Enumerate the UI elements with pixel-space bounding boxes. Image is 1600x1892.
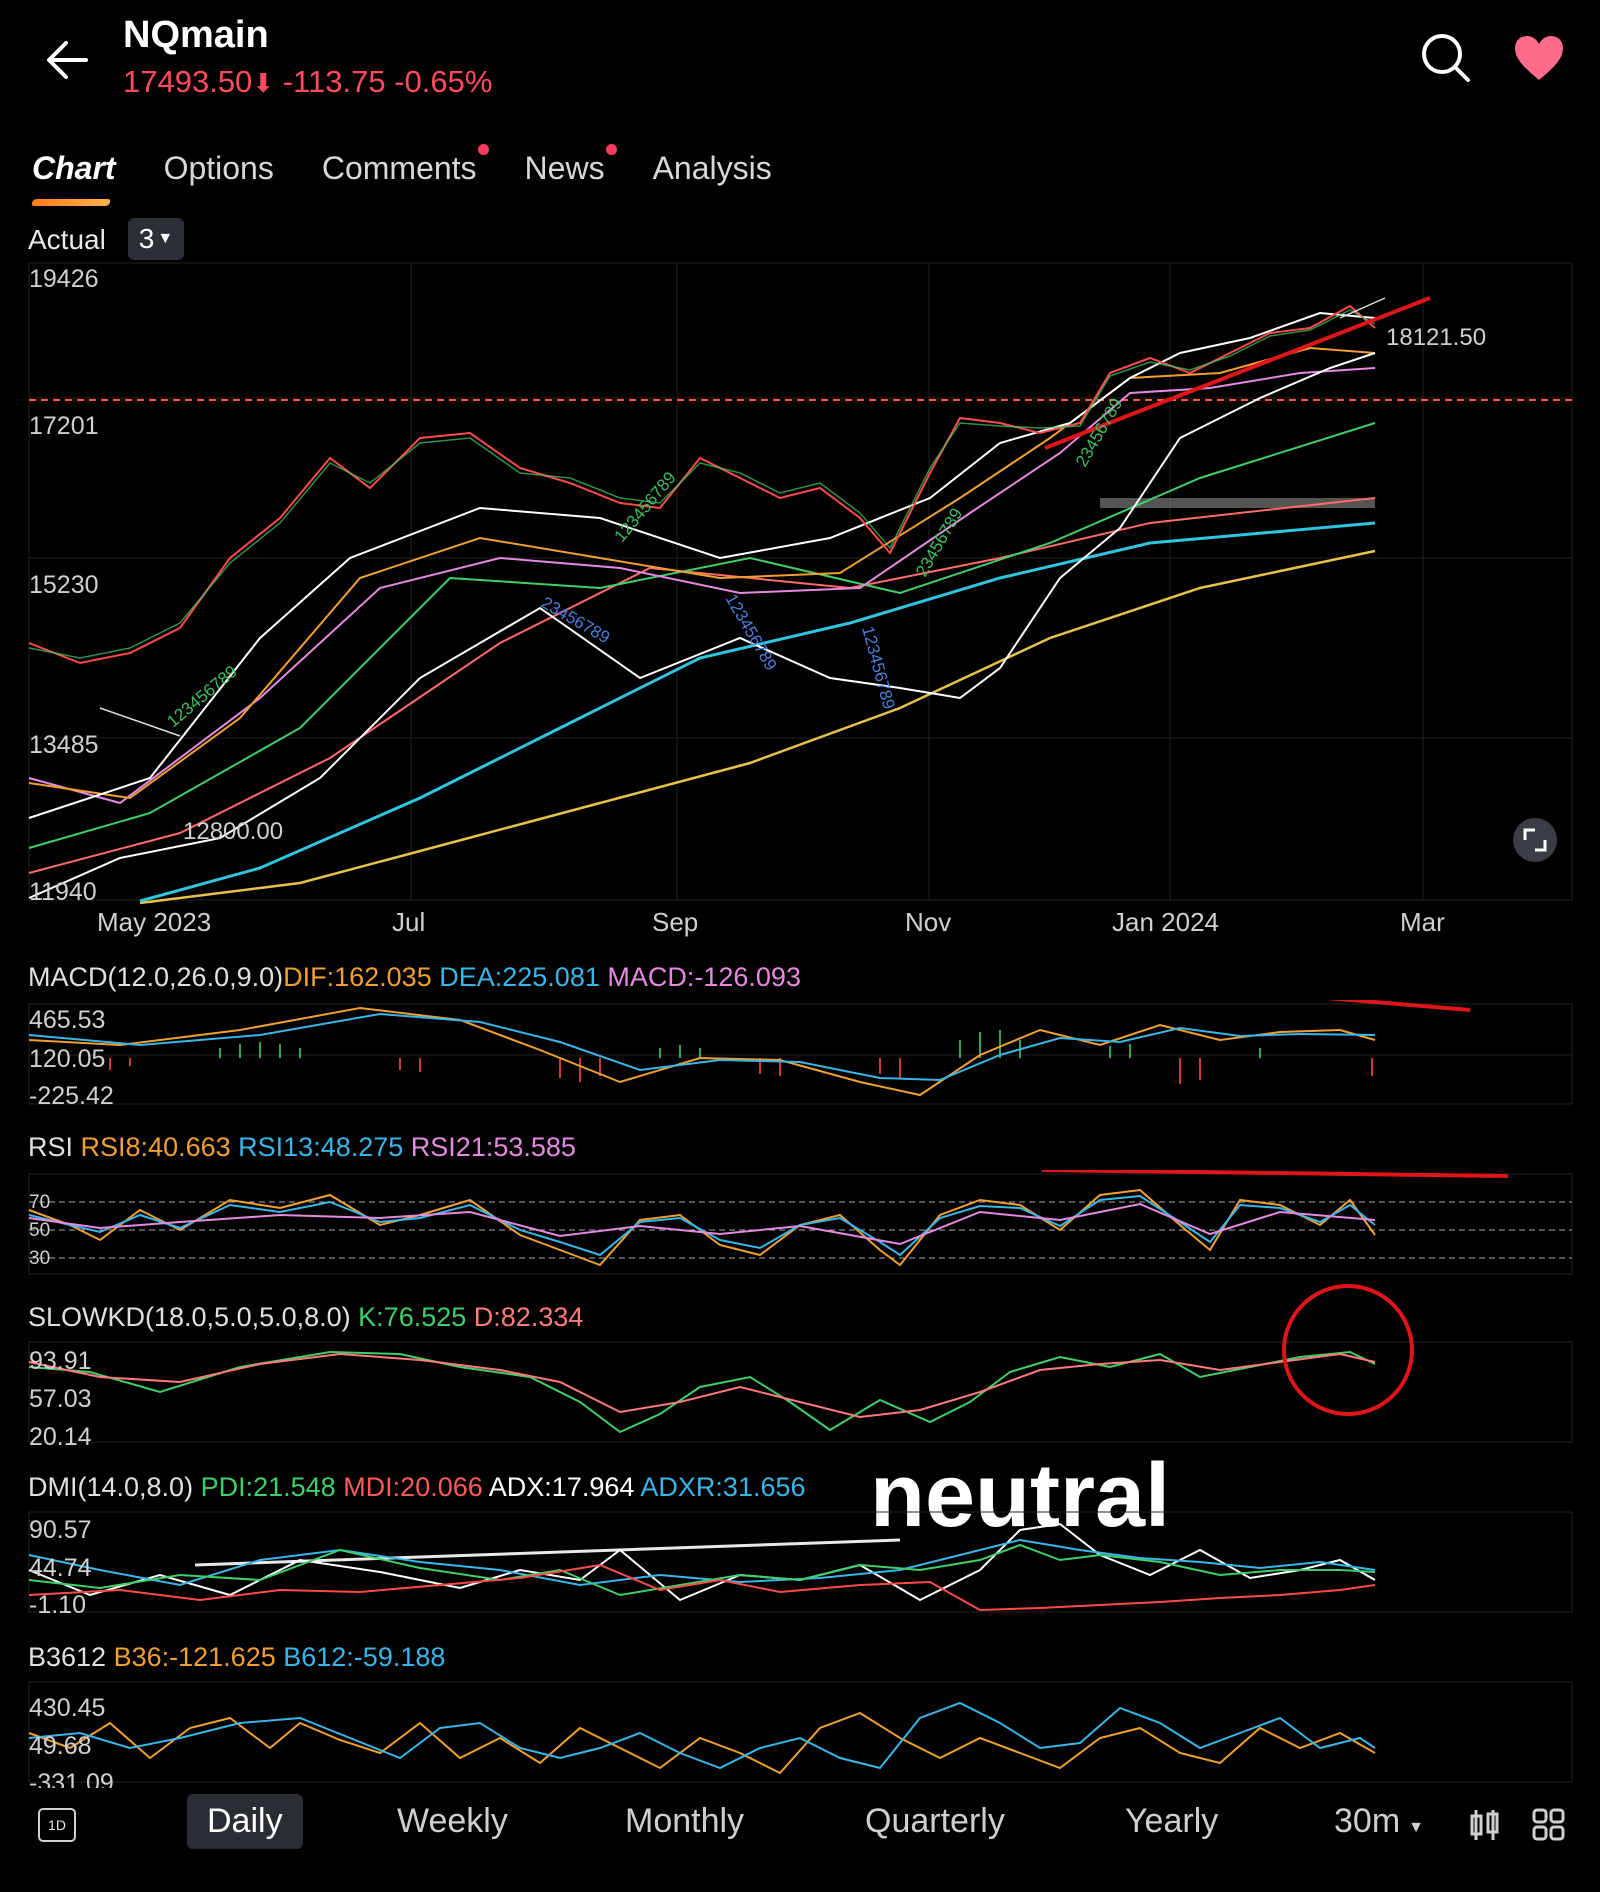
tab-analysis[interactable]: Analysis: [652, 150, 772, 186]
td-sequence-label: 123456789: [858, 624, 898, 711]
caret-down-icon: ▼: [157, 230, 174, 247]
macd-legend: MACD(12.0,26.0,9.0)DIF:162.035 DEA:225.0…: [28, 962, 801, 992]
low-price-label: 12800.00: [183, 818, 283, 845]
y-tick: 15230: [29, 571, 99, 599]
down-arrow-icon: ⬇: [252, 68, 275, 98]
tab-bar: Chart Options Comments News Analysis: [32, 144, 820, 200]
x-tick: Jan 2024: [1112, 907, 1219, 937]
price-mode-label: Actual: [28, 224, 106, 255]
y-tick: 20.14: [29, 1423, 92, 1447]
y-tick: 430.45: [29, 1694, 105, 1722]
y-tick: 13485: [29, 731, 99, 759]
period-weekly[interactable]: Weekly: [397, 1802, 508, 1840]
y-tick: 19426: [29, 265, 99, 293]
interval-selector[interactable]: 30m ▼: [1334, 1802, 1424, 1840]
symbol-title: NQmain: [123, 14, 269, 56]
period-monthly[interactable]: Monthly: [625, 1802, 745, 1840]
y-tick: 50: [29, 1220, 50, 1241]
rsi-legend: RSI RSI8:40.663 RSI13:48.275 RSI21:53.58…: [28, 1132, 576, 1162]
y-tick: -225.42: [29, 1082, 114, 1110]
slowkd-panel[interactable]: 93.91 57.03 20.14: [0, 1282, 1600, 1447]
candlestick-icon[interactable]: [1468, 1808, 1502, 1844]
tab-options[interactable]: Options: [163, 150, 274, 186]
caret-down-icon: ▼: [1408, 1819, 1424, 1836]
grid-layout-icon[interactable]: [1532, 1808, 1566, 1842]
tab-news[interactable]: News: [525, 144, 617, 200]
x-tick: Nov: [905, 907, 951, 937]
period-yearly[interactable]: Yearly: [1125, 1802, 1219, 1840]
x-tick: May 2023: [97, 907, 211, 937]
period-quarterly[interactable]: Quarterly: [865, 1802, 1005, 1840]
main-price-chart[interactable]: 123456789 123456789 23456789 23456789 23…: [0, 258, 1600, 958]
x-tick: Jul: [392, 907, 425, 937]
y-tick: 465.53: [29, 1006, 105, 1034]
last-price: 17493.50: [123, 64, 253, 99]
td-sequence-label: 123456789: [722, 591, 781, 674]
y-tick: 70: [29, 1192, 50, 1213]
fullscreen-expand-icon[interactable]: [1513, 818, 1557, 862]
notification-dot: [605, 144, 617, 155]
macd-panel[interactable]: 465.53 120.05 -225.42: [0, 1000, 1600, 1110]
y-tick: 90.57: [29, 1516, 92, 1544]
y-tick: -1.10: [29, 1591, 86, 1619]
td-sequence-label: 23456789: [912, 505, 966, 580]
high-price-label: 18121.50: [1386, 324, 1486, 351]
tab-chart[interactable]: Chart: [32, 150, 116, 200]
price-line: 17493.50⬇ -113.75 -0.65%: [123, 64, 492, 100]
price-change-pct: -0.65%: [394, 64, 493, 99]
price-change: -113.75: [282, 64, 386, 99]
y-tick: 44.74: [29, 1554, 92, 1582]
search-icon[interactable]: [1418, 30, 1474, 86]
y-tick: -331.09: [29, 1769, 114, 1788]
x-tick: Mar: [1400, 907, 1445, 937]
dmi-legend: DMI(14.0,8.0) PDI:21.548 MDI:20.066 ADX:…: [28, 1472, 806, 1502]
chart-type-selector[interactable]: 3 ▼: [128, 218, 184, 260]
favorite-heart-icon[interactable]: [1512, 34, 1566, 84]
y-tick: 30: [29, 1248, 50, 1269]
dmi-panel[interactable]: 90.57 44.74 -1.10: [0, 1500, 1600, 1620]
interval-1d-icon[interactable]: 1D: [38, 1808, 76, 1842]
back-arrow-icon[interactable]: [42, 34, 94, 86]
period-bar: 1D Daily Weekly Monthly Quarterly Yearly…: [0, 1790, 1600, 1870]
y-tick: 93.91: [29, 1347, 92, 1375]
td-sequence-label: 23456789: [538, 593, 613, 647]
y-tick: 17201: [29, 412, 99, 440]
y-tick: 49.68: [29, 1732, 92, 1760]
x-tick: Sep: [652, 907, 698, 937]
notification-dot: [477, 144, 489, 155]
tab-comments[interactable]: Comments: [322, 144, 489, 200]
y-tick: 11940: [29, 878, 97, 906]
y-tick: 57.03: [29, 1385, 92, 1413]
b3612-legend: B3612 B36:-121.625 B612:-59.188: [28, 1642, 446, 1672]
y-tick: 120.05: [29, 1045, 105, 1073]
rsi-panel[interactable]: 70 50 30: [0, 1170, 1600, 1275]
period-daily[interactable]: Daily: [187, 1794, 303, 1849]
slowkd-legend: SLOWKD(18.0,5.0,5.0,8.0) K:76.525 D:82.3…: [28, 1302, 584, 1332]
b3612-panel[interactable]: 430.45 49.68 -331.09: [0, 1678, 1600, 1788]
